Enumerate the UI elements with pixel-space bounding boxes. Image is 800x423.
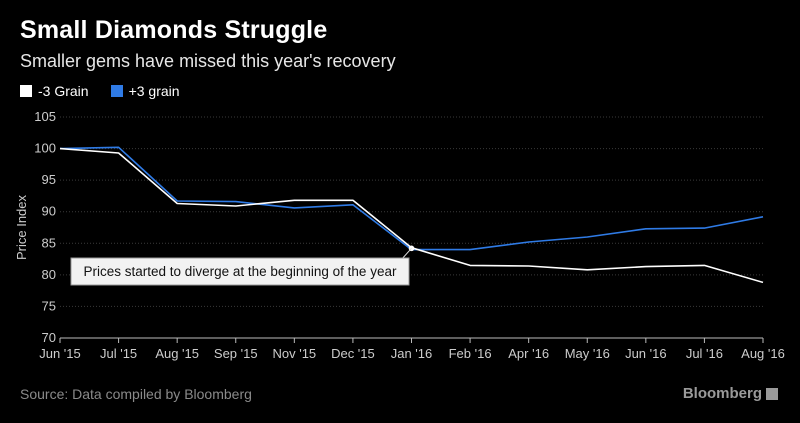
x-tick-label-9: May '16 (565, 346, 610, 361)
annotation-text: Prices started to diverge at the beginni… (84, 264, 397, 279)
y-tick-label-85: 85 (42, 235, 56, 250)
x-tick-label-6: Jan '16 (391, 346, 433, 361)
series-line-plus3 (59, 146, 764, 251)
x-tick-label-3: Sep '15 (214, 346, 258, 361)
x-tick-label-4: Nov '15 (272, 346, 316, 361)
x-tick-label-0: Jun '15 (39, 346, 81, 361)
legend-swatch-plus3 (110, 85, 123, 97)
x-tick-label-5: Dec '15 (331, 346, 375, 361)
brand-logo: Bloomberg (683, 385, 778, 402)
legend-item-plus3: +3 grain (110, 83, 180, 99)
source-note: Source: Data compiled by Bloomberg (20, 386, 252, 402)
x-tick-label-11: Jul '16 (686, 346, 723, 361)
x-tick-label-10: Jun '16 (625, 346, 667, 361)
x-tick-label-8: Apr '16 (508, 346, 549, 361)
legend-label-plus3: +3 grain (128, 83, 180, 99)
brand-name: Bloomberg (682, 385, 762, 402)
legend: -3 Grain +3 grain (20, 83, 180, 99)
legend-item-minus3: -3 Grain (20, 83, 89, 99)
y-tick-label-95: 95 (42, 172, 56, 187)
y-tick-label-90: 90 (42, 204, 56, 219)
chart-title: Small Diamonds Struggle (20, 16, 328, 44)
y-tick-label-75: 75 (42, 298, 56, 313)
y-tick-label-80: 80 (42, 267, 56, 282)
y-axis-label: Price Index (14, 194, 29, 260)
legend-swatch-minus3 (20, 85, 32, 97)
legend-label-minus3: -3 Grain (38, 83, 89, 99)
x-tick-label-12: Aug '16 (741, 346, 785, 361)
y-tick-label-105: 105 (34, 109, 56, 124)
chart-subtitle: Smaller gems have missed this year's rec… (20, 51, 396, 71)
x-tick-label-7: Feb '16 (449, 346, 492, 361)
x-tick-label-1: Jul '15 (100, 346, 137, 361)
bloomberg-terminal-icon (766, 387, 778, 400)
y-tick-label-70: 70 (42, 330, 56, 345)
annotation-box (70, 257, 410, 286)
y-tick-label-100: 100 (34, 141, 56, 156)
x-tick-label-2: Aug '15 (155, 346, 199, 361)
